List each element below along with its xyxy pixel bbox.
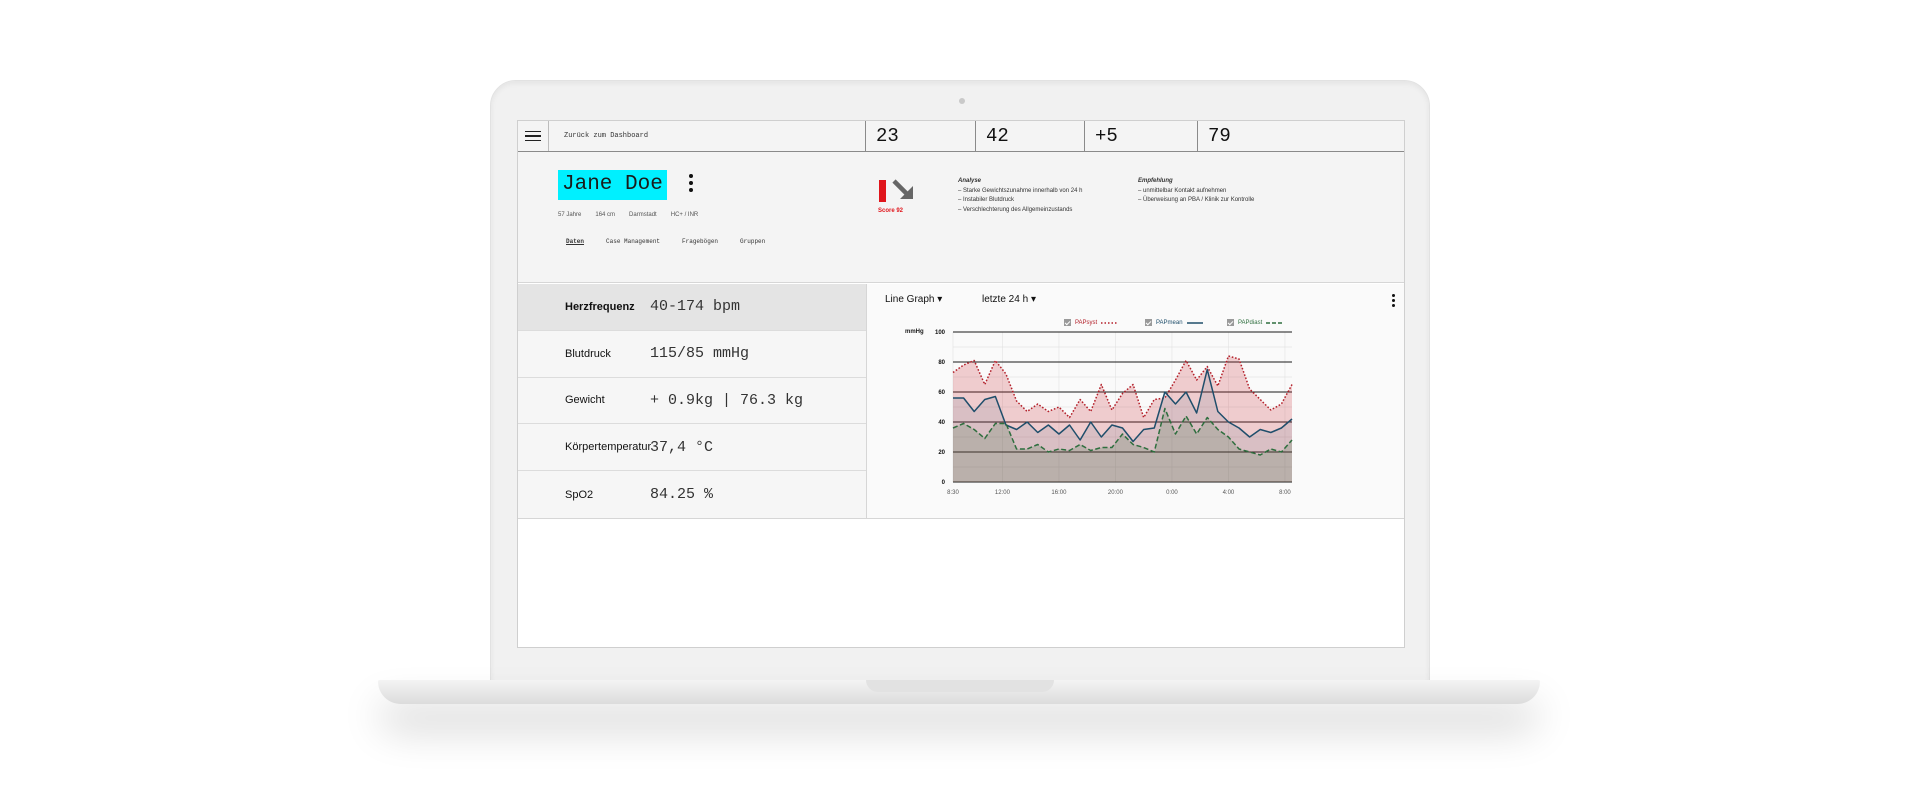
patient-age: 57 Jahre	[558, 212, 582, 218]
series-line-papmean	[953, 368, 1293, 443]
y-tick-label: 20	[938, 450, 945, 456]
patient-more-icon[interactable]	[688, 174, 694, 192]
legend-label: PAPdiast	[1238, 319, 1263, 326]
recommendation-title: Empfehlung	[1138, 178, 1173, 184]
stat-3[interactable]: +5	[1085, 121, 1198, 151]
stat-1[interactable]: 23	[866, 121, 976, 151]
vital-value: 115/85 mmHg	[650, 345, 750, 363]
analysis-title: Analyse	[958, 178, 982, 184]
tab-case-management[interactable]: Case Management	[606, 238, 661, 245]
x-tick-label: 20:00	[1108, 490, 1124, 496]
vital-row-gewicht[interactable]: Gewicht + 0.9kg | 76.3 kg	[518, 377, 866, 425]
checkbox-icon[interactable]	[1064, 319, 1071, 326]
analysis-item: – Verschlechterung des Allgemeinzustands	[958, 206, 1073, 213]
series-line-papdiast	[952, 407, 1293, 456]
camera-icon	[959, 98, 965, 104]
vital-label: Körpertemperatur	[565, 441, 652, 454]
y-axis-label: mmHg	[905, 329, 924, 335]
tab-gruppen[interactable]: Gruppen	[740, 238, 766, 245]
back-to-dashboard-link[interactable]: Zurück zum Dashboard	[549, 121, 866, 151]
patient-meta: 57 Jahre 164 cm Darmstadt HC+ / INR	[558, 212, 698, 218]
time-range-dropdown[interactable]: letzte 24 h ▾	[982, 294, 1036, 305]
checkbox-icon[interactable]	[1227, 319, 1234, 326]
analysis-item: – Instabiler Blutdruck	[958, 197, 1015, 203]
stat-4[interactable]: 79	[1208, 125, 1231, 147]
screen: Zurück zum Dashboard 23 42 +5 79 Jane Do…	[517, 120, 1405, 648]
vital-row-koerpertemperatur[interactable]: Körpertemperatur 37,4 °C	[518, 424, 866, 472]
y-tick-label: 100	[935, 330, 946, 336]
vitals-list: Herzfrequenz 40-174 bpm Blutdruck 115/85…	[518, 284, 867, 519]
tab-fragebogen[interactable]: Fragebögen	[682, 238, 719, 245]
chevron-down-icon: ▾	[1030, 294, 1036, 305]
vital-row-herzfrequenz[interactable]: Herzfrequenz 40-174 bpm	[518, 284, 866, 331]
recommendation-item: – unmittelbar Kontakt aufnehmen	[1138, 187, 1227, 194]
vital-row-spo2[interactable]: SpO2 84.25 %	[518, 471, 866, 518]
analysis-block: Analyse – Starke Gewichtszunahme innerha…	[958, 177, 1082, 215]
legend-label: PAPmean	[1156, 319, 1183, 326]
recommendation-block: Empfehlung – unmittelbar Kontakt aufnehm…	[1138, 177, 1254, 206]
chevron-down-icon: ▾	[937, 294, 943, 305]
y-tick-label: 80	[938, 360, 945, 366]
legend-item-papdiast[interactable]: PAPdiast	[1227, 319, 1283, 326]
y-tick-label: 60	[938, 390, 945, 396]
stat-2[interactable]: 42	[976, 121, 1085, 151]
vital-row-blutdruck[interactable]: Blutdruck 115/85 mmHg	[518, 330, 866, 378]
tab-daten[interactable]: Daten	[566, 238, 585, 245]
score-label: Score 92	[878, 208, 904, 214]
line-chart: 0 20 40 60 80 100 8:30 12:00 16:00 20:00 0:00 4:00 8…	[935, 330, 1293, 496]
x-tick-label: 16:00	[1051, 490, 1067, 496]
vital-value: + 0.9kg | 76.3 kg	[650, 391, 804, 409]
legend-item-papmean[interactable]: PAPmean	[1145, 319, 1203, 326]
score-bar	[879, 180, 886, 202]
patient-name: Jane Doe	[558, 170, 667, 200]
vital-label: SpO2	[565, 488, 594, 501]
top-bar: Zurück zum Dashboard 23 42 +5 79	[518, 121, 1404, 152]
dashed-line-icon	[1266, 321, 1283, 324]
y-tick-label: 40	[938, 420, 945, 426]
chart-type-value: Line Graph	[885, 294, 935, 305]
laptop-notch	[866, 680, 1054, 692]
chart-panel: Line Graph ▾ letzte 24 h ▾ PAPsyst PAPme…	[867, 284, 1404, 519]
analysis-item: – Starke Gewichtszunahme innerhalb von 2…	[958, 187, 1083, 194]
series-area-papsyst	[953, 356, 1292, 482]
series-area-papdiast	[953, 408, 1292, 482]
x-tick-label: 4:00	[1223, 490, 1235, 496]
time-range-value: letzte 24 h	[982, 294, 1029, 305]
recommendation-item: – Überweisung an PBA / Klinik zur Kontro…	[1138, 197, 1255, 203]
vital-label: Gewicht	[565, 394, 605, 407]
x-tick-label: 0:00	[1166, 490, 1178, 496]
legend-label: PAPsyst	[1075, 319, 1098, 326]
tab-bar: Daten Case Management Fragebögen Gruppen	[566, 238, 765, 245]
legend-item-papsyst[interactable]: PAPsyst	[1064, 319, 1118, 326]
patient-height: 164 cm	[595, 212, 616, 218]
dotted-line-icon	[1101, 321, 1118, 324]
vital-value: 37,4 °C	[650, 438, 714, 456]
patient-city: Darmstadt	[629, 212, 657, 218]
solid-line-icon	[1186, 321, 1203, 324]
checkbox-icon[interactable]	[1145, 319, 1152, 326]
hamburger-menu-icon[interactable]	[518, 121, 549, 151]
vital-label: Herzfrequenz	[565, 300, 635, 313]
y-tick-label: 0	[942, 480, 946, 486]
patient-tags: HC+ / INR	[670, 212, 699, 218]
x-tick-label: 8:30	[947, 490, 959, 496]
series-area-papmean	[953, 369, 1292, 482]
x-tick-label: 8:00	[1279, 490, 1291, 496]
x-tick-label: 12:00	[995, 490, 1011, 496]
series-line-papsyst	[952, 355, 1293, 419]
chart-more-icon[interactable]	[1392, 294, 1395, 307]
chart-type-dropdown[interactable]: Line Graph ▾	[885, 294, 942, 305]
vital-label: Blutdruck	[565, 347, 611, 360]
trend-down-arrow-icon	[892, 179, 913, 199]
vital-value: 84.25 %	[650, 486, 714, 504]
patient-header: Jane Doe 57 Jahre 164 cm Darmstadt HC+ /…	[518, 152, 1404, 283]
vital-value: 40-174 bpm	[650, 298, 741, 316]
